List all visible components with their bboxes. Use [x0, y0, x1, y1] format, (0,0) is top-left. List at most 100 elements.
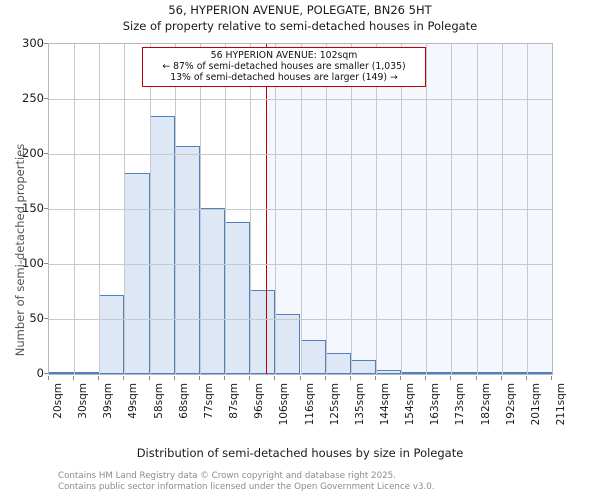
x-axis-tick-label: 77sqm	[202, 383, 215, 419]
x-axis-tick	[525, 376, 527, 380]
gridline-vertical	[74, 44, 76, 374]
chart-subtitle: Size of property relative to semi-detach…	[122, 19, 478, 33]
histogram-bar	[501, 372, 527, 374]
x-axis-tick	[374, 376, 376, 380]
x-axis-tick-label: 30sqm	[77, 383, 90, 419]
y-axis-tick	[44, 43, 49, 44]
gridline-vertical	[149, 44, 151, 374]
annotation-line-2: ← 87% of semi-detached houses are smalle…	[162, 61, 406, 73]
histogram-bar	[74, 372, 100, 374]
x-axis-tick	[450, 376, 452, 380]
x-axis-tick-label: 39sqm	[102, 383, 115, 419]
x-axis-tick	[98, 376, 100, 380]
x-axis-tick-label: 125sqm	[328, 383, 341, 426]
histogram-bar	[199, 207, 226, 374]
gridline-vertical	[375, 44, 377, 374]
page-title: 56, HYPERION AVENUE, POLEGATE, BN26 5HT	[168, 3, 432, 17]
x-axis-tick	[274, 376, 276, 380]
histogram-bar	[225, 222, 251, 374]
gridline-vertical	[526, 44, 528, 374]
footer-line-2: Contains public sector information licen…	[58, 481, 435, 492]
histogram-bar	[174, 146, 200, 374]
histogram-bar	[426, 371, 452, 374]
x-axis-tick-label: 58sqm	[152, 383, 165, 419]
histogram-bar	[325, 353, 351, 374]
y-axis-tick	[44, 263, 49, 264]
y-axis-tick	[44, 318, 49, 319]
gridline-vertical	[174, 44, 176, 374]
y-axis-tick	[44, 208, 49, 209]
x-axis-tick-label: 211sqm	[555, 383, 567, 426]
x-axis: 20sqm 30sqm 39sqm 49sqm 58sqm 68sqm 77sqm 87sqm…	[48, 376, 567, 446]
x-axis-tick-label: 20sqm	[52, 383, 64, 419]
y-axis-title: Number of semi-detached properties	[13, 143, 27, 357]
annotation-line-1: 56 HYPERION AVENUE: 102sqm	[210, 50, 358, 61]
x-axis-tick-label: 182sqm	[479, 383, 492, 426]
x-axis-tick-label: 49sqm	[127, 383, 140, 419]
x-axis-tick	[173, 376, 175, 380]
footer-line-1: Contains HM Land Registry data © Crown c…	[58, 471, 396, 481]
histogram-bar	[250, 290, 276, 374]
gridline-vertical	[99, 44, 101, 374]
x-axis-tick-label: 144sqm	[378, 383, 391, 426]
gridline-vertical	[401, 44, 403, 374]
x-axis-tick-label: 106sqm	[278, 383, 291, 426]
gridline-vertical	[476, 44, 478, 374]
y-axis-tick-label: 0	[36, 366, 44, 380]
x-axis-tick	[475, 376, 477, 380]
histogram-bar	[99, 294, 125, 374]
chart-titles: 56, HYPERION AVENUE, POLEGATE, BN26 5HT …	[0, 2, 600, 35]
x-axis-tick-label: 116sqm	[303, 383, 316, 426]
gridline-vertical	[124, 44, 126, 374]
x-axis-tick	[425, 376, 427, 380]
x-axis-tick	[73, 376, 75, 380]
histogram-bars	[49, 44, 552, 374]
gridline-vertical	[275, 44, 277, 374]
gridline-vertical	[225, 44, 227, 374]
x-axis-tick-label: 68sqm	[177, 383, 190, 419]
x-axis-tick	[551, 376, 552, 380]
footer-attribution: Contains HM Land Registry data © Crown c…	[58, 471, 598, 492]
x-axis-tick-label: 87sqm	[228, 383, 241, 419]
y-axis: Number of semi-detached properties 0 50 10…	[0, 36, 49, 380]
gridline-vertical	[350, 44, 352, 374]
y-axis-tick	[44, 373, 49, 374]
histogram-bar	[401, 371, 427, 374]
y-axis-tick-label: 100	[22, 256, 44, 270]
gridline-vertical	[300, 44, 302, 374]
histogram-bar	[375, 369, 402, 374]
y-axis-tick-label: 200	[22, 146, 44, 160]
y-axis-tick	[44, 153, 49, 154]
histogram-bar	[49, 372, 75, 374]
annotation-box: 56 HYPERION AVENUE: 102sqm ← 87% of semi…	[142, 47, 426, 87]
x-axis-tick	[324, 376, 326, 380]
x-axis-tick	[198, 376, 200, 380]
x-axis-tick	[400, 376, 402, 380]
x-axis-tick-label: 192sqm	[504, 383, 517, 426]
x-axis-tick	[123, 376, 125, 380]
y-axis-tick-label: 50	[29, 311, 44, 325]
y-axis-tick	[44, 98, 49, 99]
x-axis-tick	[249, 376, 251, 380]
x-axis-tick	[148, 376, 150, 380]
histogram-bar	[526, 372, 552, 374]
x-axis-tick	[48, 376, 49, 380]
histogram-bar	[124, 172, 150, 374]
x-axis-tick	[224, 376, 226, 380]
histogram-bar	[300, 339, 326, 374]
x-axis-tick	[299, 376, 301, 380]
gridline-vertical	[501, 44, 503, 374]
histogram-bar	[350, 359, 376, 374]
x-axis-tick-label: 154sqm	[404, 383, 417, 426]
gridline-vertical	[451, 44, 453, 374]
x-axis-tick	[349, 376, 351, 380]
y-axis-tick-label: 150	[22, 201, 44, 215]
histogram-bar	[451, 372, 477, 374]
y-axis-tick-label: 300	[22, 36, 44, 50]
x-axis-title: Distribution of semi-detached houses by …	[136, 446, 464, 460]
x-axis-tick-label: 163sqm	[429, 383, 442, 426]
histogram-bar	[476, 372, 502, 374]
x-axis-tick-label: 173sqm	[454, 383, 467, 426]
x-axis-tick-label: 96sqm	[253, 383, 266, 419]
gridline-vertical	[250, 44, 252, 374]
